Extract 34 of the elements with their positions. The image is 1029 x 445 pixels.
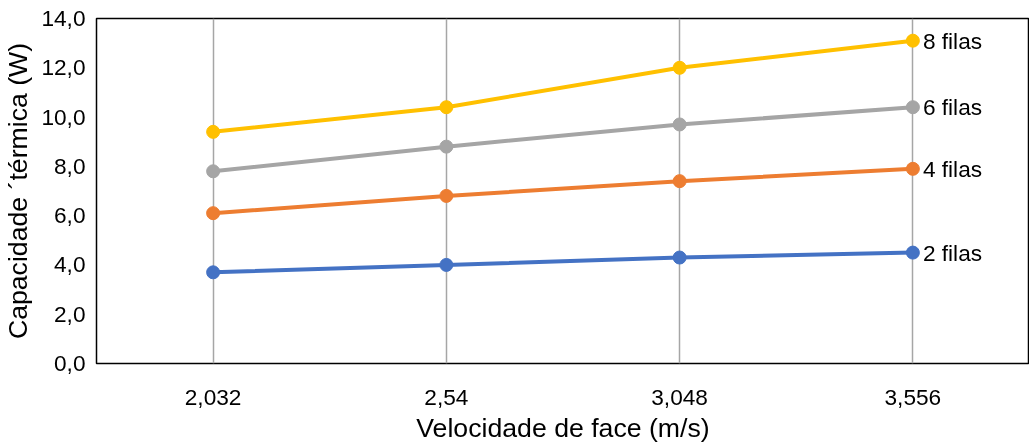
point xyxy=(439,257,454,272)
y-tick-label: 4,0 xyxy=(54,251,86,278)
point xyxy=(905,100,920,115)
point xyxy=(439,100,454,115)
x-tick-label: 2,032 xyxy=(184,383,242,410)
x-axis-title: Velocidade de face (m/s) xyxy=(416,412,710,443)
point xyxy=(905,161,920,176)
point xyxy=(672,117,687,132)
point xyxy=(206,265,221,280)
y-tick-label: 12,0 xyxy=(41,54,86,81)
point xyxy=(672,250,687,265)
x-tick-label: 3,556 xyxy=(884,383,942,410)
point xyxy=(206,124,221,139)
y-tick-label: 14,0 xyxy=(41,5,86,31)
x-tick-label: 2,54 xyxy=(424,383,469,410)
y-tick-label: 6,0 xyxy=(54,202,86,229)
y-tick-label: 10,0 xyxy=(41,103,86,130)
y-tick-label: 2,0 xyxy=(54,300,86,327)
point xyxy=(672,60,687,75)
point xyxy=(672,174,687,189)
point xyxy=(206,206,221,221)
point xyxy=(905,245,920,260)
series-label: 8 filas xyxy=(922,27,983,54)
point xyxy=(905,33,920,48)
point xyxy=(439,139,454,154)
y-tick-label: 0,0 xyxy=(54,350,86,376)
series-label: 2 filas xyxy=(922,239,983,266)
series-label: 6 filas xyxy=(922,94,983,121)
point xyxy=(206,164,221,179)
series-label: 4 filas xyxy=(922,155,983,182)
point xyxy=(439,188,454,203)
x-tick-label: 3,048 xyxy=(651,383,708,410)
y-axis-title: Capacidade ´térmica (W) xyxy=(3,42,34,340)
y-tick-label: 8,0 xyxy=(54,152,86,179)
